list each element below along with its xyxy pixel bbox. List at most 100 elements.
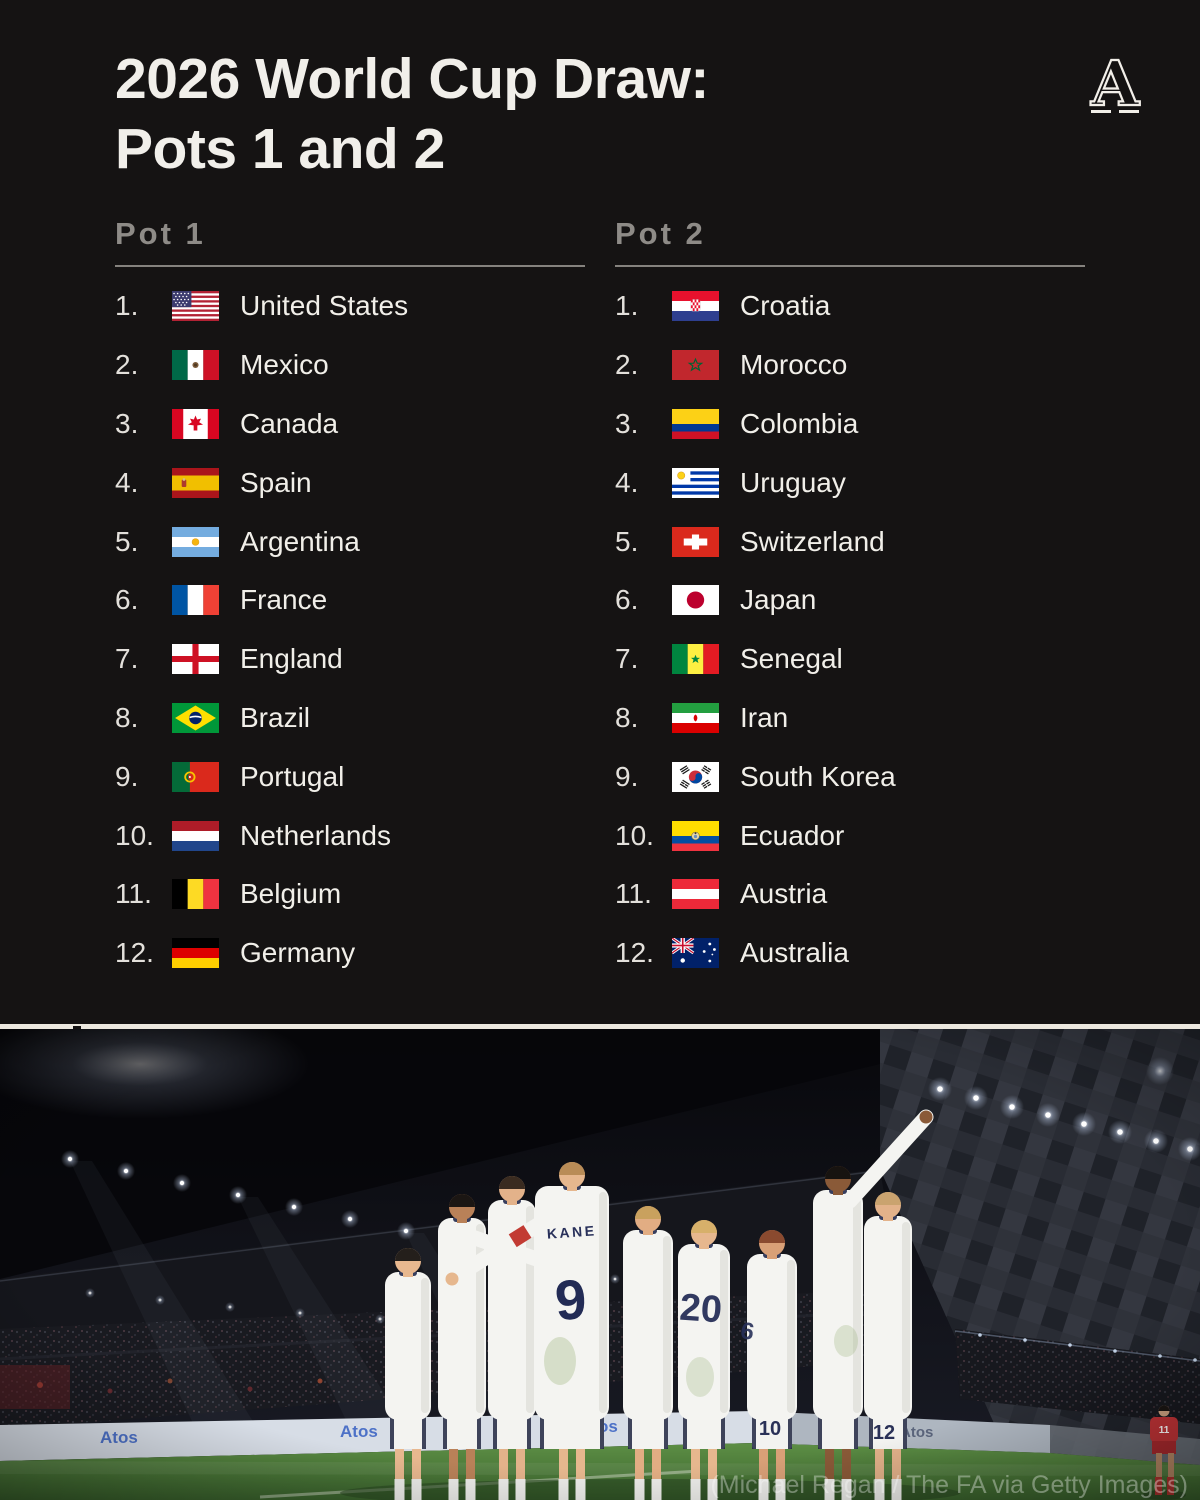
flag-us-icon (172, 291, 219, 322)
flag-eng-icon (172, 644, 219, 675)
team-row-es: 4. Spain (115, 453, 585, 512)
title-line-2: Pots 1 and 2 (115, 117, 445, 181)
title-line-1: 2026 World Cup Draw: (115, 47, 709, 111)
team-name: Austria (740, 878, 828, 910)
team-rank: 4. (615, 466, 639, 498)
team-rank: 1. (115, 290, 139, 322)
team-rank: 8. (615, 701, 639, 733)
team-rank: 3. (115, 407, 139, 439)
flag-sn-icon (672, 644, 719, 675)
athletic-logo-icon: A (1085, 46, 1145, 121)
team-name: Netherlands (240, 819, 391, 851)
flag-hr-icon (672, 291, 719, 322)
flag-ma-icon (672, 350, 719, 381)
team-name: Colombia (740, 407, 859, 439)
flag-br-icon (172, 702, 219, 733)
flag-ch-icon (672, 526, 719, 557)
team-rank: 8. (115, 701, 139, 733)
team-rank: 7. (115, 643, 139, 675)
team-row-ch: 5. Switzerland (615, 512, 1085, 571)
pot-2-column: Pot 2 1. Croatia 2. Morocco 3. Colombia 4. Urug… (615, 216, 1085, 983)
team-rank: 6. (115, 584, 139, 616)
pot-2-header: Pot 2 (615, 216, 706, 251)
team-name: United States (240, 290, 409, 322)
team-row-ca: 3. Canada (115, 395, 585, 454)
team-name: France (240, 584, 328, 616)
team-row-co: 3. Colombia (615, 395, 1085, 454)
flag-nl-icon (172, 820, 219, 851)
team-name: Australia (740, 937, 849, 969)
team-name: Portugal (240, 760, 345, 792)
team-rank: 9. (615, 760, 639, 792)
svg-text:A: A (1090, 48, 1140, 116)
team-row-nl: 10. Netherlands (115, 806, 585, 865)
page-title: 2026 World Cup Draw: Pots 1 and 2 (115, 44, 1145, 184)
team-rank: 12. (115, 937, 154, 969)
team-name: Argentina (240, 525, 360, 557)
team-name: Mexico (240, 349, 329, 381)
flag-jp-icon (672, 585, 719, 616)
team-row-us: 1. United States (115, 277, 585, 336)
team-rank: 11. (115, 878, 152, 910)
flag-ec-icon (672, 820, 719, 851)
team-rank: 5. (115, 525, 139, 557)
team-name: Japan (740, 584, 817, 616)
pot-2-list: 1. Croatia 2. Morocco 3. Colombia 4. Uruguay 5. S… (615, 277, 1085, 983)
team-row-ir: 8. Iran (615, 689, 1085, 748)
team-row-pt: 9. Portugal (115, 747, 585, 806)
flag-at-icon (672, 879, 719, 910)
pot-1-header: Pot 1 (115, 216, 206, 251)
team-row-au: 12. Australia (615, 924, 1085, 983)
pots-section: Pot 1 1. United States 2. Mexico 3. Canada 4. S… (115, 216, 1085, 983)
team-name: Belgium (240, 878, 342, 910)
flag-co-icon (672, 408, 719, 439)
pot-1-divider (115, 265, 585, 267)
team-row-ar: 5. Argentina (115, 512, 585, 571)
team-name: South Korea (740, 760, 896, 792)
flag-ir-icon (672, 702, 719, 733)
team-row-fr: 6. France (115, 571, 585, 630)
flag-pt-icon (172, 761, 219, 792)
team-rank: 7. (615, 643, 639, 675)
team-row-hr: 1. Croatia (615, 277, 1085, 336)
flag-au-icon (672, 938, 719, 969)
team-row-sn: 7. Senegal (615, 630, 1085, 689)
team-row-uy: 4. Uruguay (615, 453, 1085, 512)
team-rank: 10. (615, 819, 654, 851)
vignette (0, 1029, 1200, 1500)
team-rank: 2. (615, 349, 639, 381)
team-name: Switzerland (740, 525, 885, 557)
stadium-scene: Atos Atos Atos Atos KANE 9 20 6 10 (0, 1029, 1200, 1500)
team-row-de: 12. Germany (115, 924, 585, 983)
team-name: Brazil (240, 701, 311, 733)
photo-caption: (Michael Regan / The FA via Getty Images… (710, 1471, 1188, 1499)
team-rank: 2. (115, 349, 139, 381)
flag-de-icon (172, 938, 219, 969)
team-name: Senegal (740, 643, 843, 675)
flag-be-icon (172, 879, 219, 910)
team-row-br: 8. Brazil (115, 689, 585, 748)
team-name: Croatia (740, 290, 831, 322)
pot-1-list: 1. United States 2. Mexico 3. Canada 4. Spain 5.… (115, 277, 585, 983)
team-rank: 12. (615, 937, 654, 969)
flag-ca-icon (172, 408, 219, 439)
team-row-eng: 7. England (115, 630, 585, 689)
team-name: Canada (240, 407, 339, 439)
team-row-ma: 2. Morocco (615, 336, 1085, 395)
flag-fr-icon (172, 585, 219, 616)
pot-1-column: Pot 1 1. United States 2. Mexico 3. Canada 4. S… (115, 216, 585, 983)
team-row-mx: 2. Mexico (115, 336, 585, 395)
team-name: Spain (240, 466, 312, 498)
team-row-be: 11. Belgium (115, 865, 585, 924)
flag-es-icon (172, 467, 219, 498)
team-name: Uruguay (740, 466, 846, 498)
flag-kr-icon (672, 761, 719, 792)
team-name: Germany (240, 937, 356, 969)
team-rank: 9. (115, 760, 139, 792)
team-row-jp: 6. Japan (615, 571, 1085, 630)
team-rank: 1. (615, 290, 639, 322)
flag-uy-icon (672, 467, 719, 498)
pot-2-divider (615, 265, 1085, 267)
celebration-photo: Atos Atos Atos Atos KANE 9 20 6 10 (0, 1029, 1200, 1500)
